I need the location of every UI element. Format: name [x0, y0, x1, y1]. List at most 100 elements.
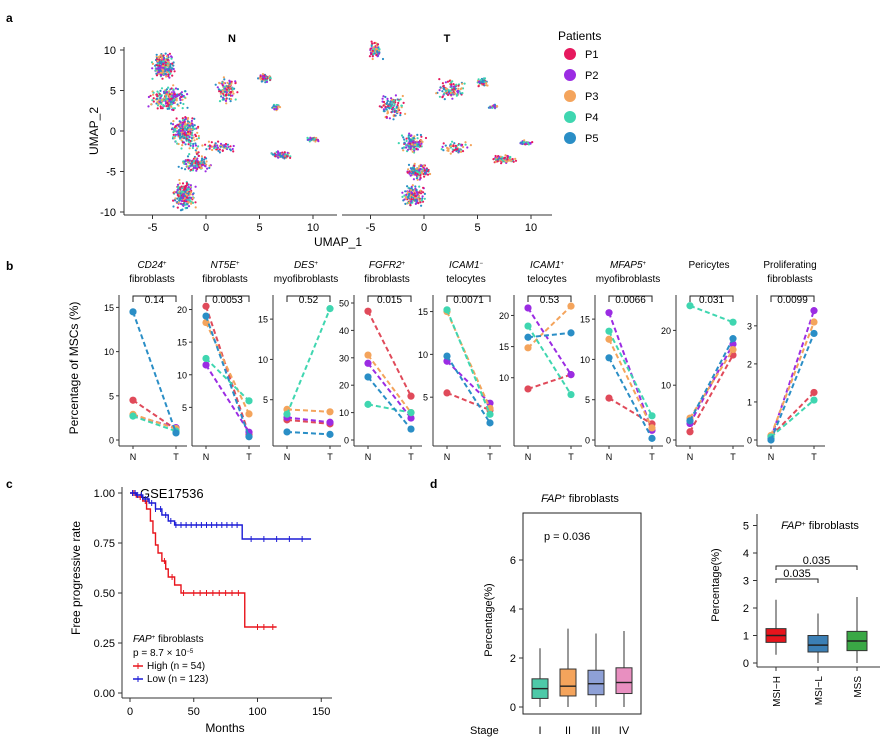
km-ticks: 1.00 0.75 0.50 0.25 0.00 0 50 100 150 [94, 488, 331, 718]
umap-point-n [177, 195, 180, 198]
umap-point-t [464, 141, 467, 144]
umap-point-n [189, 144, 192, 147]
umap-point-n [177, 185, 180, 188]
umap-point-t [523, 139, 526, 142]
umap-point-n [180, 91, 183, 94]
umap-point-t [402, 101, 405, 104]
subpanel-x-tick-label: T [408, 452, 414, 462]
patient-point-n [524, 322, 532, 330]
patient-point-t [810, 396, 818, 404]
umap-point-t [492, 104, 495, 107]
umap-point-t [414, 172, 417, 175]
umap-point-n [172, 199, 175, 202]
patient-line [132, 415, 177, 433]
umap-point-n [185, 193, 188, 197]
km-panel: GSE17536 Free progressive rate Months 1.… [69, 486, 332, 735]
umap-point-n [214, 142, 217, 145]
patient-line [446, 360, 491, 404]
umap-point-t [466, 146, 469, 149]
patient-point-n [202, 361, 210, 369]
umap-point-n [224, 145, 227, 148]
subpanel-y-tick-label: 0 [585, 436, 590, 446]
umap-point-n [194, 157, 197, 160]
patient-line [689, 354, 734, 433]
umap-point-n [187, 205, 191, 208]
umap-point-n [165, 105, 168, 108]
msi-y-tick-label: 3 [743, 576, 749, 588]
patient-point-t [810, 329, 818, 338]
umap-point-t [447, 147, 450, 150]
umap-point-t [420, 139, 423, 142]
patient-point-t [810, 388, 818, 397]
umap-point-n [197, 151, 200, 154]
umap-point-t [421, 195, 424, 198]
umap-point-n [190, 137, 193, 140]
umap-point-n [176, 93, 179, 96]
umap-point-t [416, 133, 419, 136]
umap-point-n [234, 80, 237, 83]
umap-point-n [227, 94, 230, 97]
umap-point-t [456, 93, 459, 96]
umap-point-n [186, 155, 190, 158]
facet-title-n: N [228, 33, 236, 45]
umap-point-n [167, 73, 170, 76]
subpanel-title: ICAM1+ [530, 260, 565, 271]
umap-point-t [387, 103, 390, 106]
umap-point-n [262, 75, 265, 79]
umap-point-n [155, 64, 158, 67]
subpanel-y-tick-label: 15 [499, 342, 509, 352]
umap-point-n [179, 99, 182, 102]
subpanel-y-tick-label: 0 [344, 436, 349, 446]
patient-point-n [283, 410, 291, 418]
umap-point-n [193, 127, 196, 130]
subpanel-x-tick-label: N [525, 452, 532, 462]
subpanel-y-tick-label: 40 [339, 326, 349, 336]
umap-point-n [222, 76, 225, 79]
umap-point-n [218, 151, 221, 154]
umap-point-n [194, 185, 197, 188]
msi-y-tick-label: 5 [743, 521, 749, 533]
umap-point-n [162, 60, 165, 63]
umap-point-n [164, 52, 167, 55]
significance-bracket [367, 295, 412, 302]
umap-point-t [394, 114, 397, 117]
umap-point-n [194, 206, 197, 209]
umap-point-t [419, 192, 423, 195]
umap-point-t [401, 94, 404, 98]
umap-point-t [394, 94, 397, 97]
subpanel-title: Pericytes [688, 260, 729, 271]
umap-point-t [408, 201, 411, 205]
umap-point-n [159, 96, 162, 100]
patient-point-n [364, 307, 372, 315]
umap-point-n [188, 136, 191, 139]
umap-point-n [313, 137, 316, 140]
patient-line [205, 322, 250, 415]
umap-point-n [185, 128, 188, 131]
umap-point-n [201, 144, 204, 147]
significance-bracket [446, 295, 491, 302]
umap-point-t [391, 110, 394, 113]
umap-point-t [371, 57, 374, 61]
subpanel: MFAP5+ myofibroblasts 0 5 10 15 N T 0.0066 [580, 260, 663, 462]
patient-point-t [407, 414, 415, 422]
umap-point-n [261, 73, 264, 76]
patient-point-n [364, 400, 372, 408]
umap-point-n [177, 104, 180, 107]
umap-point-t [409, 174, 412, 177]
umap-point-n [178, 94, 181, 97]
umap-point-n [172, 108, 175, 112]
patient-point-n [129, 412, 137, 420]
umap-point-t [414, 185, 417, 188]
umap-point-n [159, 105, 162, 108]
umap-point-n [289, 155, 292, 158]
umap-point-n [183, 194, 186, 197]
umap-point-n [170, 105, 173, 108]
umap-point-n [188, 153, 191, 156]
umap-point-t [391, 104, 394, 107]
umap-point-n [177, 129, 180, 132]
umap-point-n [174, 129, 177, 133]
km-x-tick-label: 50 [188, 706, 200, 718]
stage-y-tick-label: 6 [510, 555, 516, 567]
umap-point-n [173, 93, 176, 96]
